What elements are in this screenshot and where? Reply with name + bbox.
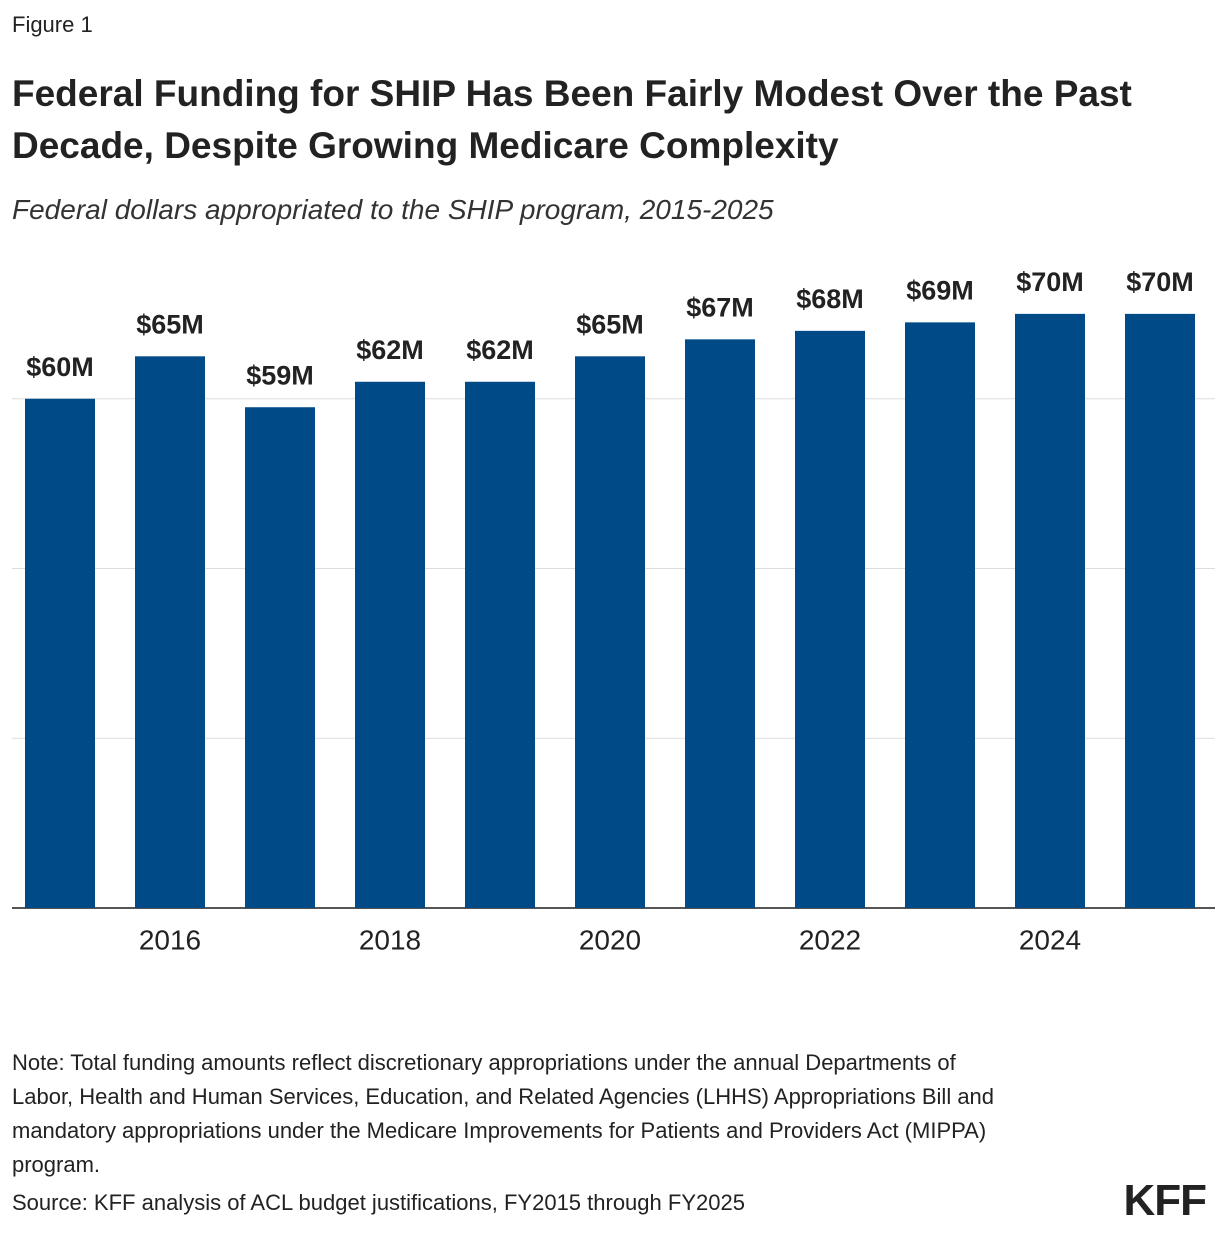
chart: $60M 2016 $65M $59M 2018 $62M $62M 2020 $65M $67M… [12,267,1215,955]
bar [795,330,865,909]
chart-title: Federal Funding for SHIP Has Been Fairly… [12,73,1132,166]
value-label: $70M [1016,267,1084,297]
figure-label: Figure 1 [12,12,93,37]
bar [685,339,755,908]
chart-subtitle: Federal dollars appropriated to the SHIP… [12,194,774,225]
value-label: $60M [26,352,94,382]
logo: KFF [1123,1176,1207,1225]
x-tick-label: 2016 [139,924,201,955]
x-tick-label: 2018 [359,924,421,955]
value-label: $62M [466,335,534,365]
bar [135,356,205,908]
value-label: $68M [796,284,864,314]
bar [575,356,645,908]
value-label: $62M [356,335,424,365]
value-label: $65M [576,309,644,339]
value-label: $67M [686,292,754,322]
bar [465,381,535,908]
x-tick-label: 2022 [799,924,861,955]
value-label: $70M [1126,267,1194,297]
value-label: $69M [906,275,974,305]
bar [1015,313,1085,908]
x-tick-label: 2020 [579,924,641,955]
value-label: $65M [136,309,204,339]
bar [355,381,425,908]
x-tick-label: 2024 [1019,924,1081,955]
value-label: $59M [246,360,314,390]
note: Note: Total funding amounts reflect disc… [12,1050,995,1177]
source: Source: KFF analysis of ACL budget justi… [12,1190,745,1215]
bar [245,407,315,908]
bar [1125,313,1195,908]
bar [25,398,95,908]
bar [905,322,975,908]
